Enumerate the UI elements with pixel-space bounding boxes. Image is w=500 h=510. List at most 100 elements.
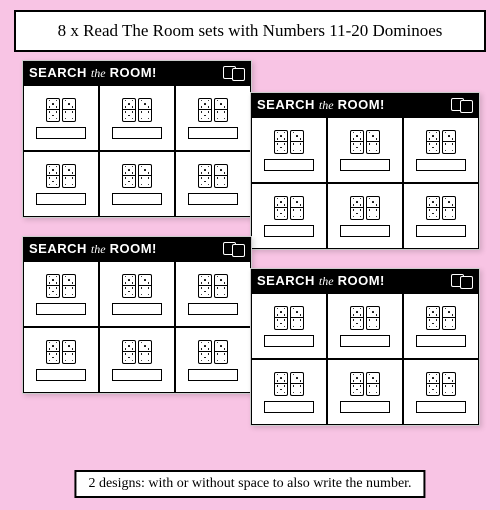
worksheet-title: SEARCHtheROOM! <box>29 65 157 81</box>
domino-icon <box>122 164 136 188</box>
answer-box <box>340 159 390 171</box>
domino-icon <box>122 98 136 122</box>
domino-icon <box>426 130 440 154</box>
worksheet-cell <box>99 85 175 151</box>
dice-icon <box>223 66 245 80</box>
answer-box <box>340 401 390 413</box>
answer-box <box>264 335 314 347</box>
domino-icon <box>442 130 456 154</box>
worksheet-cell <box>403 117 479 183</box>
dice-icon <box>223 242 245 256</box>
worksheet-cell <box>175 327 251 393</box>
domino-pair <box>274 130 304 154</box>
domino-icon <box>138 164 152 188</box>
domino-icon <box>350 372 364 396</box>
worksheet-cell <box>327 117 403 183</box>
domino-pair <box>46 164 76 188</box>
domino-pair <box>350 130 380 154</box>
worksheet-cell <box>403 359 479 425</box>
domino-icon <box>442 306 456 330</box>
domino-pair <box>122 164 152 188</box>
domino-pair <box>350 196 380 220</box>
worksheet-header: SEARCHtheROOM! <box>23 237 251 261</box>
room-word: ROOM! <box>338 273 385 288</box>
domino-icon <box>46 340 60 364</box>
worksheet-cell <box>23 261 99 327</box>
domino-icon <box>46 274 60 298</box>
answer-box <box>416 159 466 171</box>
domino-pair <box>274 196 304 220</box>
domino-icon <box>350 306 364 330</box>
worksheet-cell <box>251 293 327 359</box>
footer-box: 2 designs: with or without space to also… <box>74 470 425 498</box>
domino-pair <box>350 372 380 396</box>
answer-box <box>112 303 162 315</box>
domino-icon <box>274 306 288 330</box>
domino-icon <box>138 98 152 122</box>
domino-icon <box>138 340 152 364</box>
the-word: the <box>91 66 106 81</box>
worksheet-title: SEARCH the ROOM! <box>257 97 385 113</box>
worksheet-cell <box>327 293 403 359</box>
worksheet-grid <box>251 117 479 249</box>
the-word: the <box>91 242 106 257</box>
dice-icon <box>451 274 473 288</box>
domino-pair <box>46 340 76 364</box>
answer-box <box>264 401 314 413</box>
domino-pair <box>122 98 152 122</box>
worksheet-grid <box>251 293 479 425</box>
worksheet-header: SEARCHtheROOM! <box>251 269 479 293</box>
domino-icon <box>274 196 288 220</box>
worksheet-cell <box>327 183 403 249</box>
domino-pair <box>122 340 152 364</box>
domino-icon <box>290 196 304 220</box>
domino-icon <box>138 274 152 298</box>
worksheet-cell <box>403 293 479 359</box>
worksheet-grid <box>23 261 251 393</box>
domino-pair <box>198 340 228 364</box>
domino-icon <box>62 340 76 364</box>
answer-box <box>264 159 314 171</box>
room-word: ROOM! <box>338 97 385 112</box>
domino-icon <box>366 196 380 220</box>
domino-icon <box>198 164 212 188</box>
worksheet-cell <box>175 261 251 327</box>
room-word: ROOM! <box>110 241 157 256</box>
domino-icon <box>46 164 60 188</box>
answer-box <box>264 225 314 237</box>
answer-box <box>188 193 238 205</box>
domino-icon <box>366 306 380 330</box>
domino-icon <box>442 196 456 220</box>
domino-pair <box>426 130 456 154</box>
answer-box <box>416 401 466 413</box>
domino-icon <box>198 98 212 122</box>
answer-box <box>36 303 86 315</box>
domino-icon <box>442 372 456 396</box>
answer-box <box>36 369 86 381</box>
domino-icon <box>62 164 76 188</box>
worksheet-title: SEARCHtheROOM! <box>257 273 385 289</box>
title-box: 8 x Read The Room sets with Numbers 11-2… <box>14 10 486 52</box>
domino-pair <box>122 274 152 298</box>
the-word: the <box>319 98 334 113</box>
worksheet-cell <box>251 183 327 249</box>
worksheet: SEARCHtheROOM! <box>22 236 252 394</box>
worksheet-grid <box>23 85 251 217</box>
worksheet: SEARCHtheROOM! <box>250 268 480 426</box>
domino-icon <box>426 306 440 330</box>
domino-icon <box>350 196 364 220</box>
domino-icon <box>122 340 136 364</box>
worksheet-cell <box>99 261 175 327</box>
search-word: SEARCH <box>257 273 315 288</box>
domino-icon <box>62 98 76 122</box>
answer-box <box>340 335 390 347</box>
domino-icon <box>290 306 304 330</box>
search-word: SEARCH <box>257 97 315 112</box>
domino-pair <box>198 274 228 298</box>
domino-icon <box>198 340 212 364</box>
worksheet-cell <box>175 151 251 217</box>
domino-icon <box>122 274 136 298</box>
worksheet-cell <box>23 327 99 393</box>
domino-pair <box>426 372 456 396</box>
worksheet-title: SEARCHtheROOM! <box>29 241 157 257</box>
